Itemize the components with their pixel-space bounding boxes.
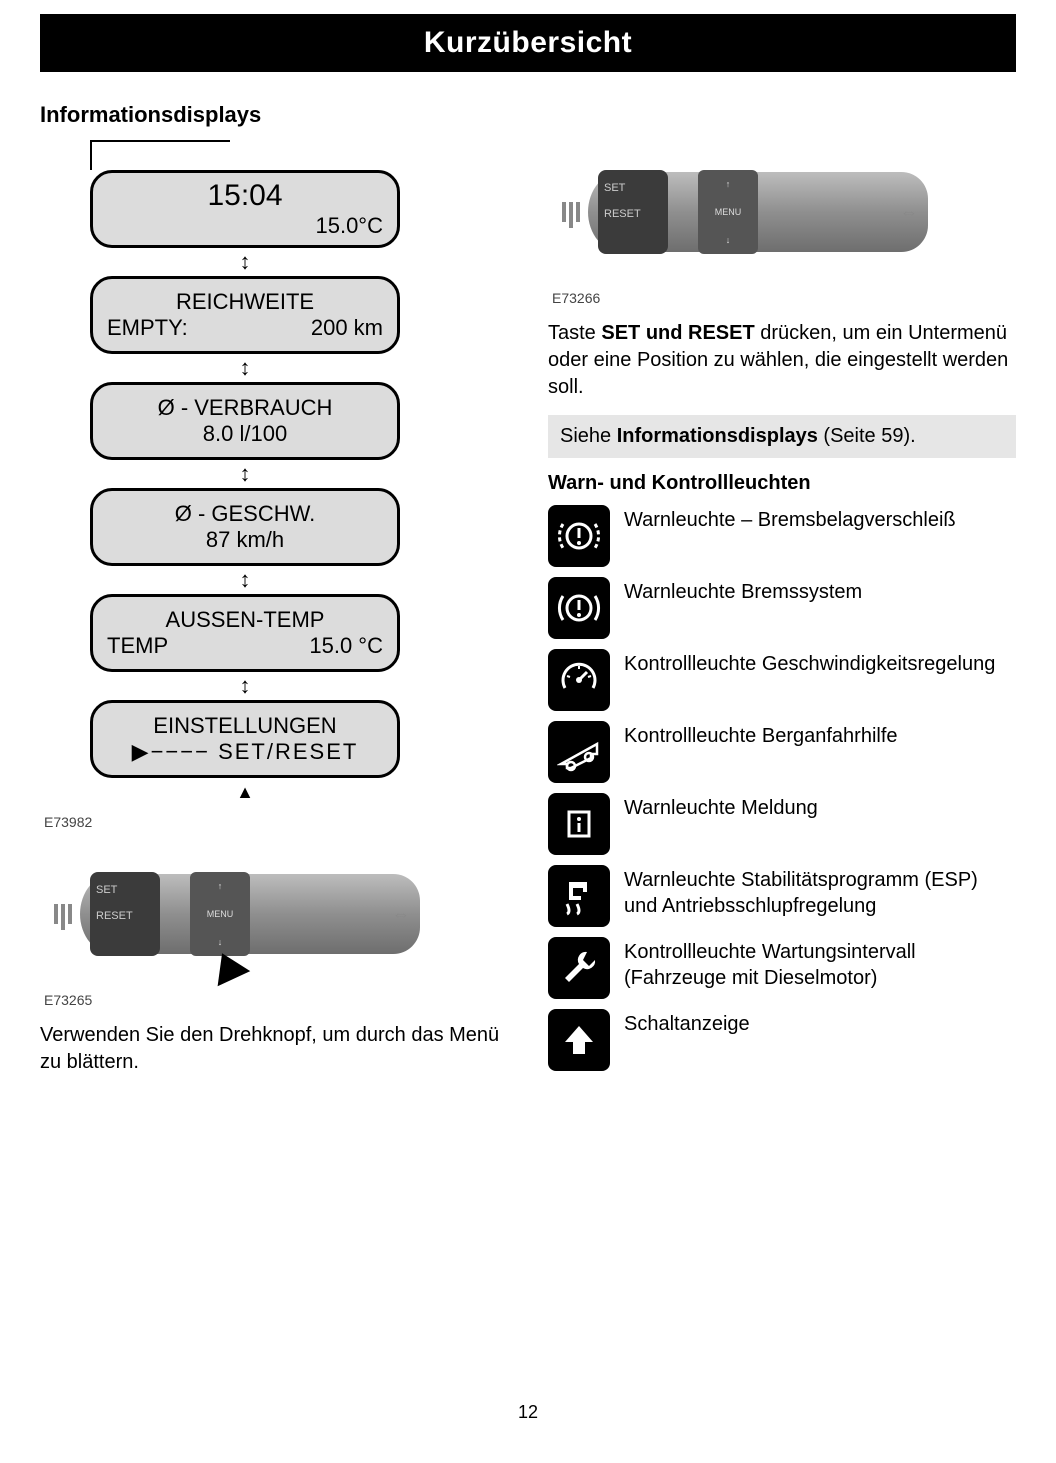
stalk-menu-label: MENU — [715, 207, 742, 217]
stalk-illustration-rotary: SET RESET ↑ MENU ↓ ⇔ — [40, 844, 440, 984]
stalk-menu-rocker: ↑ MENU ↓ — [698, 170, 758, 254]
updown-arrow-icon: ↕ — [240, 681, 251, 691]
arrow-connector: ▲ — [90, 778, 400, 806]
speed-value: 87 km/h — [107, 527, 383, 553]
arrow-connector: ↕ — [90, 566, 400, 594]
warning-item: Kontrollleuchte Wartungsintervall (Fahrz… — [548, 937, 1016, 999]
settings-title: EINSTELLUNGEN — [107, 713, 383, 739]
stalk-menu-rocker: ↑ MENU ↓ — [190, 872, 250, 956]
subsection-title-warnings: Warn- und Kontrollleuchten — [548, 472, 1016, 495]
display-box-outside-temp: AUSSEN-TEMP TEMP 15.0 °C — [90, 594, 400, 672]
down-arrow-icon: ↓ — [218, 937, 223, 947]
arrow-connector: ↕ — [90, 672, 400, 700]
down-arrow-icon: ↓ — [726, 235, 731, 245]
warning-item: Kontrollleuchte Berganfahrhilfe — [548, 721, 1016, 783]
stalk-reset-label: RESET — [604, 208, 662, 220]
up-arrow-icon: ↑ — [218, 881, 223, 891]
display-box-clock: 15:04 15.0°C — [90, 170, 400, 248]
warning-list: Warnleuchte – Bremsbelagverschleiß Warnl… — [548, 505, 1016, 1071]
hill-assist-icon — [548, 721, 610, 783]
warning-item: Warnleuchte Meldung — [548, 793, 1016, 855]
warning-text: Warnleuchte Meldung — [624, 793, 818, 821]
arrow-connector: ↕ — [90, 354, 400, 382]
page-number: 12 — [0, 1402, 1056, 1423]
warning-text: Kontrollleuchte Wartungsintervall (Fahrz… — [624, 937, 1016, 991]
column-bars-icon — [562, 202, 580, 228]
warning-item: Schaltanzeige — [548, 1009, 1016, 1071]
service-wrench-icon — [548, 937, 610, 999]
range-value: 200 km — [311, 315, 383, 341]
warning-text: Schaltanzeige — [624, 1009, 750, 1037]
stalk-set-label: SET — [604, 182, 662, 194]
column-bars-icon — [54, 904, 72, 930]
display-box-consumption: Ø - VERBRAUCH 8.0 l/100 — [90, 382, 400, 460]
display-box-settings: EINSTELLUNGEN ▶−−−− SET/RESET — [90, 700, 400, 778]
figure-code-3: E73266 — [552, 290, 1016, 306]
stalk-set-label: SET — [96, 884, 154, 896]
page-header: Kurzübersicht — [40, 14, 1016, 72]
right-column: SET RESET ↑ MENU ↓ ⇔ E73266 Taste SET un… — [548, 102, 1016, 1082]
text-bold-fragment: Informationsdisplays — [617, 425, 818, 447]
warning-item: Warnleuchte Bremssystem — [548, 577, 1016, 639]
clock-temp: 15.0°C — [107, 213, 383, 239]
warning-text: Kontrollleuchte Geschwindigkeitsregelung — [624, 649, 995, 677]
updown-arrow-icon: ↕ — [240, 575, 251, 585]
settings-action: ▶−−−− SET/RESET — [107, 739, 383, 765]
up-arrow-icon: ↑ — [726, 179, 731, 189]
outtemp-label: TEMP — [107, 633, 168, 659]
stalk-illustration-setreset: SET RESET ↑ MENU ↓ ⇔ — [548, 142, 948, 282]
warning-text: Warnleuchte Bremssystem — [624, 577, 862, 605]
text-bold-fragment: SET und RESET — [601, 322, 754, 344]
consumption-value: 8.0 l/100 — [107, 421, 383, 447]
text-fragment: Siehe — [560, 425, 617, 447]
outtemp-value: 15.0 °C — [309, 633, 383, 659]
range-title: REICHWEITE — [107, 289, 383, 315]
figure-code-1: E73982 — [44, 814, 508, 830]
consumption-title: Ø - VERBRAUCH — [107, 395, 383, 421]
section-title-info-displays: Informationsdisplays — [40, 102, 508, 128]
display-box-speed: Ø - GESCHW. 87 km/h — [90, 488, 400, 566]
left-column: Informationsdisplays 15:04 15.0°C ↕ REIC… — [40, 102, 508, 1082]
reference-box: Siehe Informationsdisplays (Seite 59). — [548, 415, 1016, 458]
message-info-icon — [548, 793, 610, 855]
warning-text: Kontrollleuchte Berganfahrhilfe — [624, 721, 898, 749]
speed-title: Ø - GESCHW. — [107, 501, 383, 527]
stalk-set-reset-buttons: SET RESET — [598, 170, 668, 254]
text-fragment: Taste — [548, 322, 601, 344]
range-label: EMPTY: — [107, 315, 188, 341]
setreset-instruction-text: Taste SET und RESET drücken, um ein Unte… — [548, 320, 1016, 401]
shift-indicator-icon — [548, 1009, 610, 1071]
outtemp-title: AUSSEN-TEMP — [107, 607, 383, 633]
figure-code-2: E73265 — [44, 992, 508, 1008]
cruise-control-icon — [548, 649, 610, 711]
stalk-set-reset-buttons: SET RESET — [90, 872, 160, 956]
updown-arrow-icon: ↕ — [240, 257, 251, 267]
swap-arrows-icon: ⇔ — [900, 202, 918, 223]
brake-system-icon — [548, 577, 610, 639]
content-columns: Informationsdisplays 15:04 15.0°C ↕ REIC… — [0, 72, 1056, 1082]
warning-item: Kontrollleuchte Geschwindigkeitsregelung — [548, 649, 1016, 711]
swap-arrows-icon: ⇔ — [392, 904, 410, 925]
esp-icon — [548, 865, 610, 927]
brake-pad-icon — [548, 505, 610, 567]
bracket-line — [90, 140, 230, 170]
clock-time: 15:04 — [107, 179, 383, 213]
warning-item: Warnleuchte Stabilitätsprogramm (ESP) un… — [548, 865, 1016, 927]
text-fragment: (Seite 59). — [818, 425, 916, 447]
warning-text: Warnleuchte – Bremsbelagverschleiß — [624, 505, 956, 533]
updown-arrow-icon: ↕ — [240, 469, 251, 479]
arrow-connector: ↕ — [90, 248, 400, 276]
up-arrow-icon: ▲ — [236, 782, 254, 803]
arrow-connector: ↕ — [90, 460, 400, 488]
updown-arrow-icon: ↕ — [240, 363, 251, 373]
display-menu-diagram: 15:04 15.0°C ↕ REICHWEITE EMPTY: 200 km … — [40, 140, 508, 806]
display-box-range: REICHWEITE EMPTY: 200 km — [90, 276, 400, 354]
warning-item: Warnleuchte – Bremsbelagverschleiß — [548, 505, 1016, 567]
rotary-instruction-text: Verwenden Sie den Drehknopf, um durch da… — [40, 1022, 508, 1076]
stalk-reset-label: RESET — [96, 910, 154, 922]
stalk-menu-label: MENU — [207, 909, 234, 919]
warning-text: Warnleuchte Stabilitätsprogramm (ESP) un… — [624, 865, 1016, 919]
